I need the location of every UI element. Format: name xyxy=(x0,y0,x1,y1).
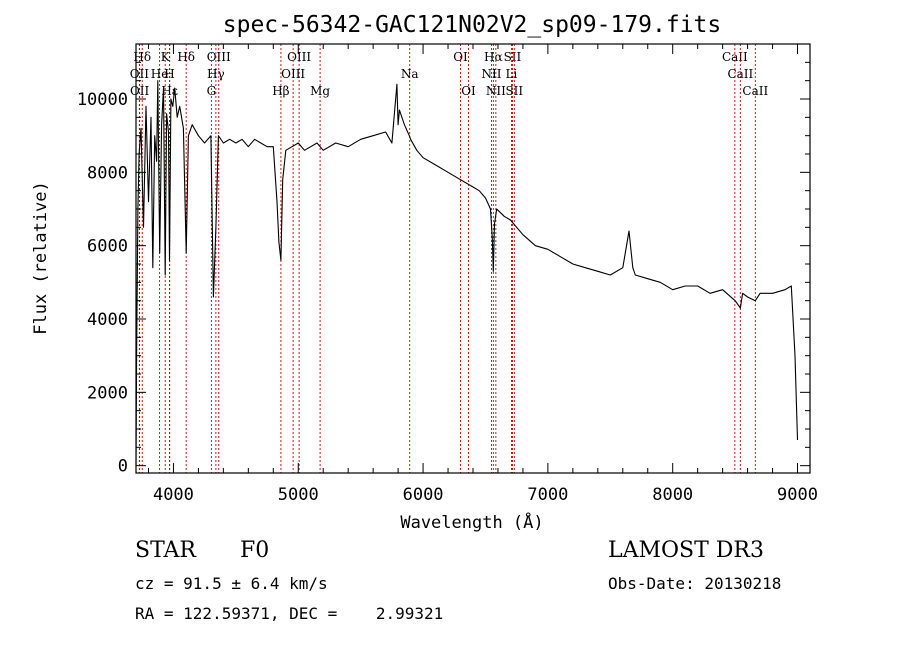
axis-ticks: 4000 5000 6000 7000 8000 9000 0 2000 4000 6000 800… xyxy=(77,44,818,505)
y-axis-label: Flux (relative) xyxy=(31,181,51,335)
y-tick-label: 0 xyxy=(118,457,128,477)
object-class: STAR xyxy=(135,538,196,563)
spectral-line-label: OIII xyxy=(281,67,305,81)
spectral-line-label: OII xyxy=(130,84,150,98)
spectrum-layer xyxy=(135,80,799,466)
spectral-line-label: CaII xyxy=(727,67,753,81)
chart-title: spec-56342-GAC121N02V2_sp09-179.fits xyxy=(223,12,722,38)
spectral-line-label: OI xyxy=(453,50,468,64)
survey-name: LAMOST DR3 xyxy=(608,538,764,563)
spectral-line-label: Hδ xyxy=(133,50,151,64)
x-tick-label: 7000 xyxy=(527,485,568,505)
spectral-line-label: OI xyxy=(461,84,476,98)
spectral-line-label: K xyxy=(161,50,171,64)
ra-dec: RA = 122.59371, DEC = 2.99321 xyxy=(135,604,444,623)
spectral-line-label: CaII xyxy=(742,84,768,98)
spectral-line-label: NII xyxy=(481,67,501,81)
spectral-line-label: Hγ xyxy=(207,67,225,81)
x-tick-label: 8000 xyxy=(652,485,693,505)
y-tick-label: 2000 xyxy=(87,383,128,403)
x-tick-label: 5000 xyxy=(278,485,319,505)
spectral-line-label: Hβ xyxy=(272,84,289,98)
spectrum-chart: spec-56342-GAC121N02V2_sp09-179.fits Hδ K… xyxy=(31,12,818,533)
spectral-line-label: Hα xyxy=(484,50,503,64)
spectral-line-label: Li xyxy=(506,67,518,81)
x-tick-label: 6000 xyxy=(403,485,444,505)
spectral-line-label: SII xyxy=(505,84,523,98)
y-tick-label: 8000 xyxy=(87,163,128,183)
spectral-line-label: CaII xyxy=(722,50,748,64)
spectral-line-label: NII xyxy=(486,84,506,98)
plot-frame xyxy=(135,43,811,474)
spectral-line-label: G xyxy=(207,84,217,98)
spectral-line-label: He xyxy=(151,67,169,81)
y-tick-label: 6000 xyxy=(87,237,128,257)
spectral-line-label: OIII xyxy=(287,50,311,64)
spectrum-line xyxy=(135,80,799,466)
x-tick-label: 4000 xyxy=(153,485,194,505)
spectral-lines-layer: HδKHδOIIIOIIIOIHαSIICaIIOIIHeHHγOIIINaNI… xyxy=(130,44,768,473)
spectral-line-label: Hδ xyxy=(177,50,195,64)
y-tick-label: 4000 xyxy=(87,310,128,330)
redshift-cz: cz = 91.5 ± 6.4 km/s xyxy=(135,574,328,593)
object-subclass: F0 xyxy=(240,538,270,563)
spectral-line-label: Mg xyxy=(310,84,330,98)
x-axis-label: Wavelength (Å) xyxy=(400,511,543,533)
spectral-line-label: Na xyxy=(401,67,419,81)
obs-date: Obs-Date: 20130218 xyxy=(608,574,782,593)
y-tick-label: 10000 xyxy=(77,90,128,110)
spectral-line-label: SII xyxy=(504,50,522,64)
x-tick-label: 9000 xyxy=(777,485,818,505)
spectral-line-label: OIII xyxy=(207,50,231,64)
